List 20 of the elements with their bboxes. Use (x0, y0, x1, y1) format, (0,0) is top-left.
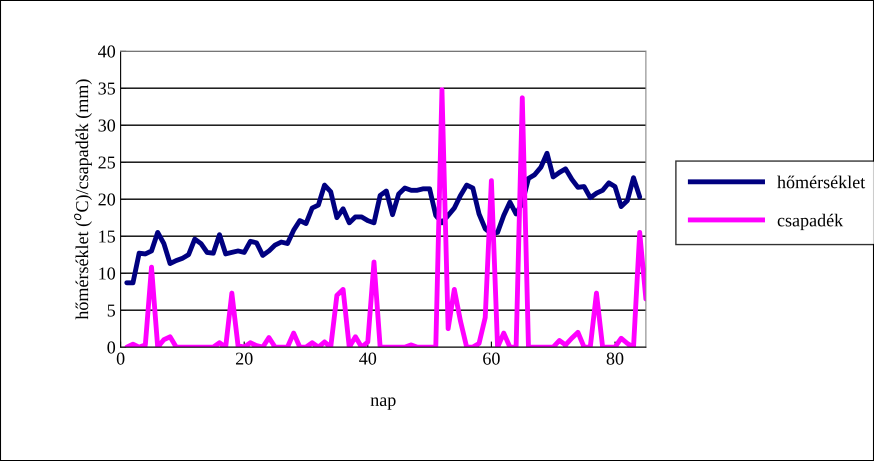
x-tick-label: 60 (483, 352, 500, 365)
y-tick-label: 15 (99, 230, 116, 243)
y-axis-title: hőmérséklet ($^{o}$C)/csapadék (mm) (74, 79, 92, 320)
y-tick-label: 5 (108, 304, 116, 317)
x-tick-label: 40 (359, 352, 376, 365)
legend-label: hőmérséklet (777, 176, 866, 188)
y-tick-label: 35 (98, 82, 116, 95)
line-series (124, 87, 646, 348)
y-tick-label: 20 (98, 193, 116, 206)
x-tick-label: 80 (606, 352, 624, 365)
x-axis-title: nap (370, 397, 396, 410)
y-tick-label: 40 (98, 45, 116, 58)
y-tick-label: 25 (98, 156, 116, 169)
x-tick-label: 0 (116, 352, 124, 365)
y-tick-label: 10 (99, 267, 116, 280)
x-tick-label: 20 (236, 352, 253, 365)
y-tick-label: 0 (107, 341, 116, 354)
legend-label: csapadék (778, 214, 844, 230)
y-tick-label: 30 (98, 119, 116, 132)
line-series (124, 150, 642, 286)
